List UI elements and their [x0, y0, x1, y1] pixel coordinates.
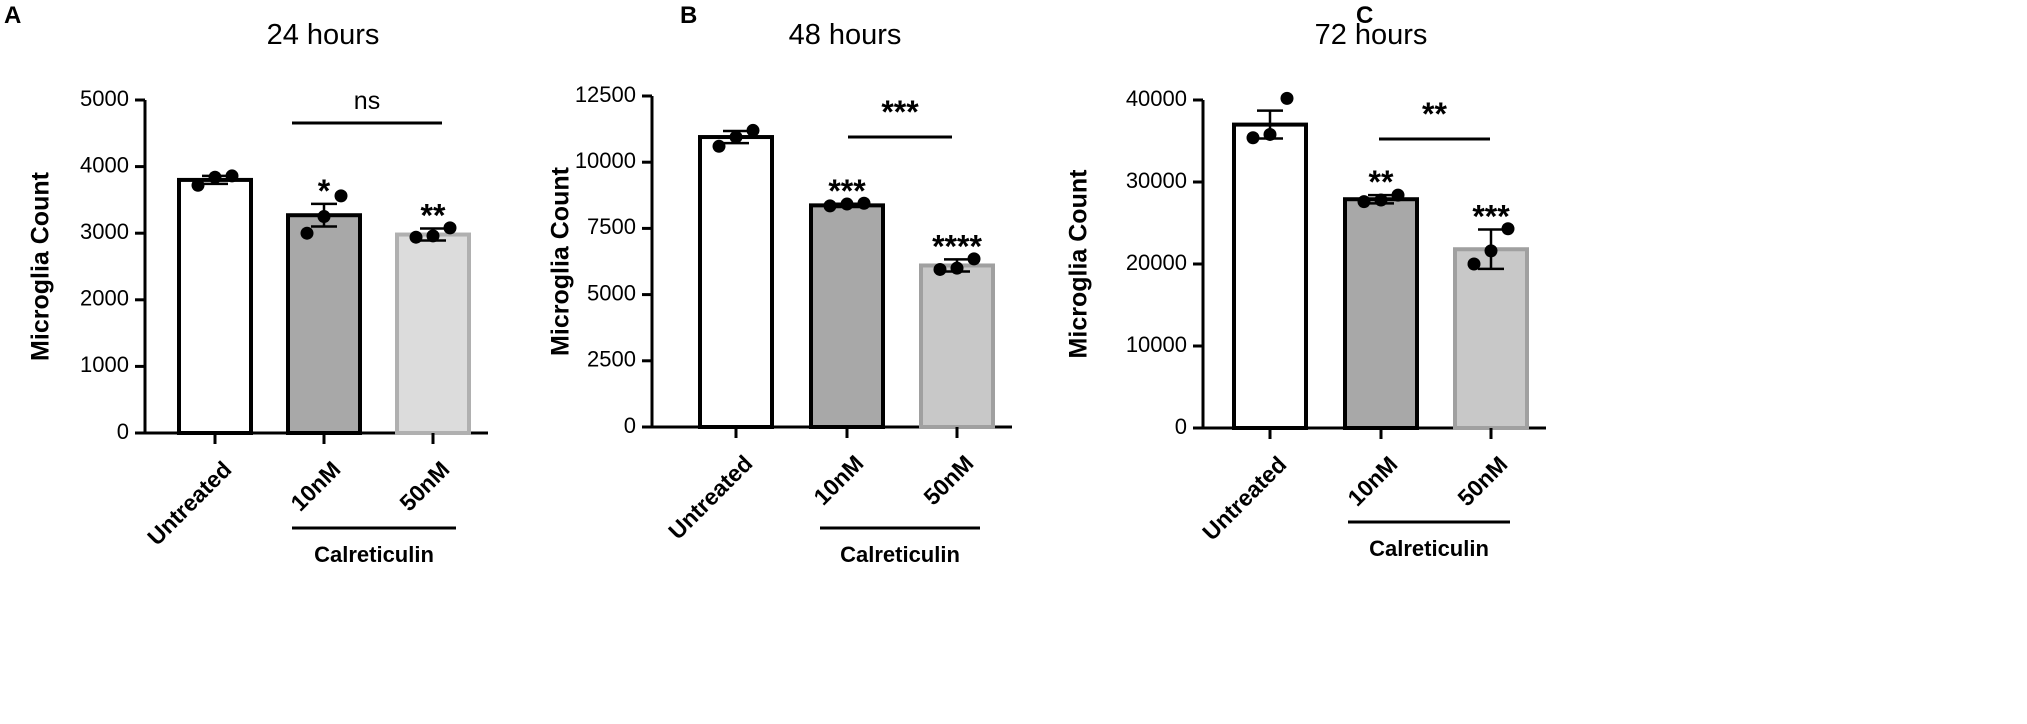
data-point: [712, 139, 726, 153]
y-tick-label: 5000: [587, 280, 636, 305]
comparison-label: ns: [354, 87, 380, 115]
data-point: [208, 170, 222, 184]
comparison-label: ***: [881, 94, 919, 130]
data-point: [950, 261, 964, 275]
bar-50nm: [1453, 247, 1529, 430]
chart-title: 48 hours: [789, 19, 902, 51]
data-point: [729, 130, 743, 144]
data-point: [300, 226, 314, 240]
significance-label: **: [1369, 164, 1394, 200]
bar-10nm: [1343, 197, 1419, 430]
data-point: [1263, 127, 1277, 141]
y-tick-label: 7500: [587, 214, 636, 239]
significance-label: ****: [932, 228, 982, 264]
data-point: [191, 178, 205, 192]
y-tick-label: 5000: [80, 86, 129, 111]
data-point: [840, 197, 854, 211]
data-point: [1357, 195, 1371, 209]
x-tick-label: 50nM: [918, 450, 978, 510]
y-tick-label: 0: [117, 419, 129, 444]
group-label: Calreticulin: [1369, 536, 1489, 561]
data-point: [317, 210, 331, 224]
chart-svg: 72 hours Microglia Count 0 10000 20000 30000 4…: [1065, 19, 1546, 561]
y-axis-label: Microglia Count: [27, 171, 55, 361]
bar-50nm: [919, 263, 995, 429]
chart-panel-a: A 24 hours Microglia Count 0 1000 2000 3000 40…: [0, 0, 676, 724]
chart-panel-c: C 72 hours Microglia Count 0 10000 20000 3000…: [1065, 0, 2027, 724]
data-point: [1374, 193, 1388, 207]
y-tick-label: 1000: [80, 352, 129, 377]
y-tick-label: 40000: [1126, 86, 1187, 111]
data-point: [225, 169, 239, 183]
y-tick-label: 3000: [80, 219, 129, 244]
bar-untreated: [177, 177, 253, 435]
bar-untreated: [1232, 122, 1308, 430]
y-tick-label: 4000: [80, 152, 129, 177]
panel-letter: A: [4, 2, 22, 29]
bar-50nm: [395, 232, 471, 435]
significance-label: ***: [828, 173, 866, 209]
y-tick-label: 10000: [1126, 332, 1187, 357]
data-point: [857, 196, 871, 210]
chart-svg: 48 hours Microglia Count 0 2500 5000 7500 1000…: [547, 19, 1012, 567]
x-tick-label: 10nM: [808, 450, 868, 510]
group-label: Calreticulin: [314, 542, 434, 567]
data-point: [1280, 91, 1294, 105]
data-point: [967, 252, 981, 266]
chart-title: 24 hours: [267, 19, 380, 51]
significance-label: **: [421, 198, 446, 234]
data-point: [823, 199, 837, 213]
significance-label: ***: [1472, 199, 1510, 235]
data-point: [1391, 188, 1405, 202]
chart-title: 72 hours: [1315, 19, 1428, 51]
significance-label: *: [318, 173, 331, 209]
data-point: [409, 230, 423, 244]
data-point: [1467, 257, 1481, 271]
y-tick-label: 0: [624, 413, 636, 438]
data-point: [1484, 244, 1498, 258]
data-point: [426, 229, 440, 243]
data-point: [1501, 222, 1515, 236]
panel-letter: B: [680, 2, 698, 29]
x-tick-label: 10nM: [1342, 451, 1402, 511]
y-tick-label: 2000: [80, 286, 129, 311]
y-axis-label: Microglia Count: [547, 166, 575, 356]
y-tick-label: 20000: [1126, 250, 1187, 275]
data-point: [746, 123, 760, 137]
x-tick-label: Untreated: [663, 450, 757, 544]
y-tick-label: 0: [1175, 414, 1187, 439]
comparison-label: **: [1422, 96, 1447, 132]
x-tick-label: Untreated: [142, 456, 236, 550]
bar-untreated: [698, 135, 774, 429]
y-tick-label: 2500: [587, 347, 636, 372]
data-point: [933, 262, 947, 276]
bar-10nm: [809, 203, 885, 429]
y-tick-label: 12500: [575, 82, 636, 107]
x-tick-label: 10nM: [285, 456, 345, 516]
group-label: Calreticulin: [840, 542, 960, 567]
y-tick-label: 10000: [575, 148, 636, 173]
panel-letter: C: [1356, 2, 1374, 29]
y-axis-label: Microglia Count: [1065, 169, 1093, 359]
data-point: [443, 221, 457, 235]
x-tick-label: 50nM: [1452, 451, 1512, 511]
x-tick-label: 50nM: [394, 456, 454, 516]
data-point: [334, 189, 348, 203]
y-tick-label: 30000: [1126, 168, 1187, 193]
data-point: [1246, 131, 1260, 145]
bar-10nm: [286, 213, 362, 435]
chart-svg: 24 hours Microglia Count 0 1000 2000 3000 4000…: [27, 19, 488, 567]
chart-panel-b: B 48 hours Microglia Count 0 2500 5000 7500 10…: [547, 0, 1352, 724]
